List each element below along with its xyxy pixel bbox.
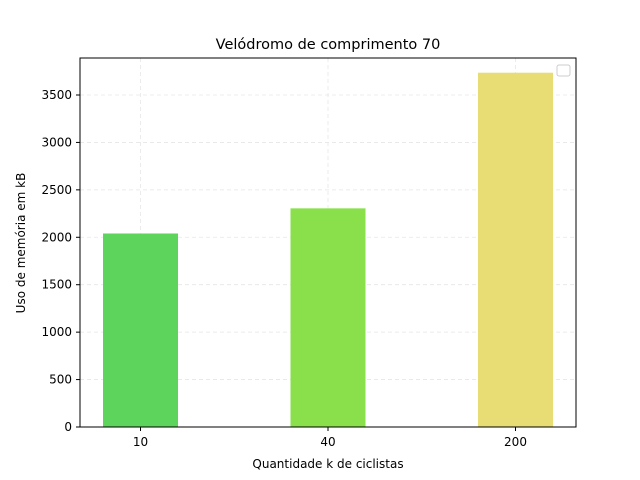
bars <box>103 72 553 427</box>
bar <box>103 233 178 427</box>
y-axis-label: Uso de memória em kB <box>14 173 28 314</box>
chart-title: Velódromo de comprimento 70 <box>216 37 441 53</box>
x-tick-label: 40 <box>320 435 335 449</box>
y-axis-ticks: 0 500 1000 1500 2000 2500 3000 3500 <box>41 88 80 434</box>
y-tick-label: 1000 <box>41 325 72 339</box>
x-tick-label: 200 <box>504 435 527 449</box>
y-tick-label: 1500 <box>41 278 72 292</box>
y-tick-label: 3000 <box>41 135 72 149</box>
y-tick-label: 3500 <box>41 88 72 102</box>
y-tick-label: 2500 <box>41 183 72 197</box>
x-axis-label: Quantidade k de ciclistas <box>252 457 403 471</box>
y-tick-label: 500 <box>49 373 72 387</box>
x-axis-ticks: 10 40 200 <box>133 427 527 449</box>
y-tick-label: 0 <box>64 420 72 434</box>
legend-box <box>556 64 571 77</box>
y-tick-label: 2000 <box>41 230 72 244</box>
bar <box>290 208 366 427</box>
x-tick-label: 10 <box>133 435 148 449</box>
bar <box>478 72 553 427</box>
